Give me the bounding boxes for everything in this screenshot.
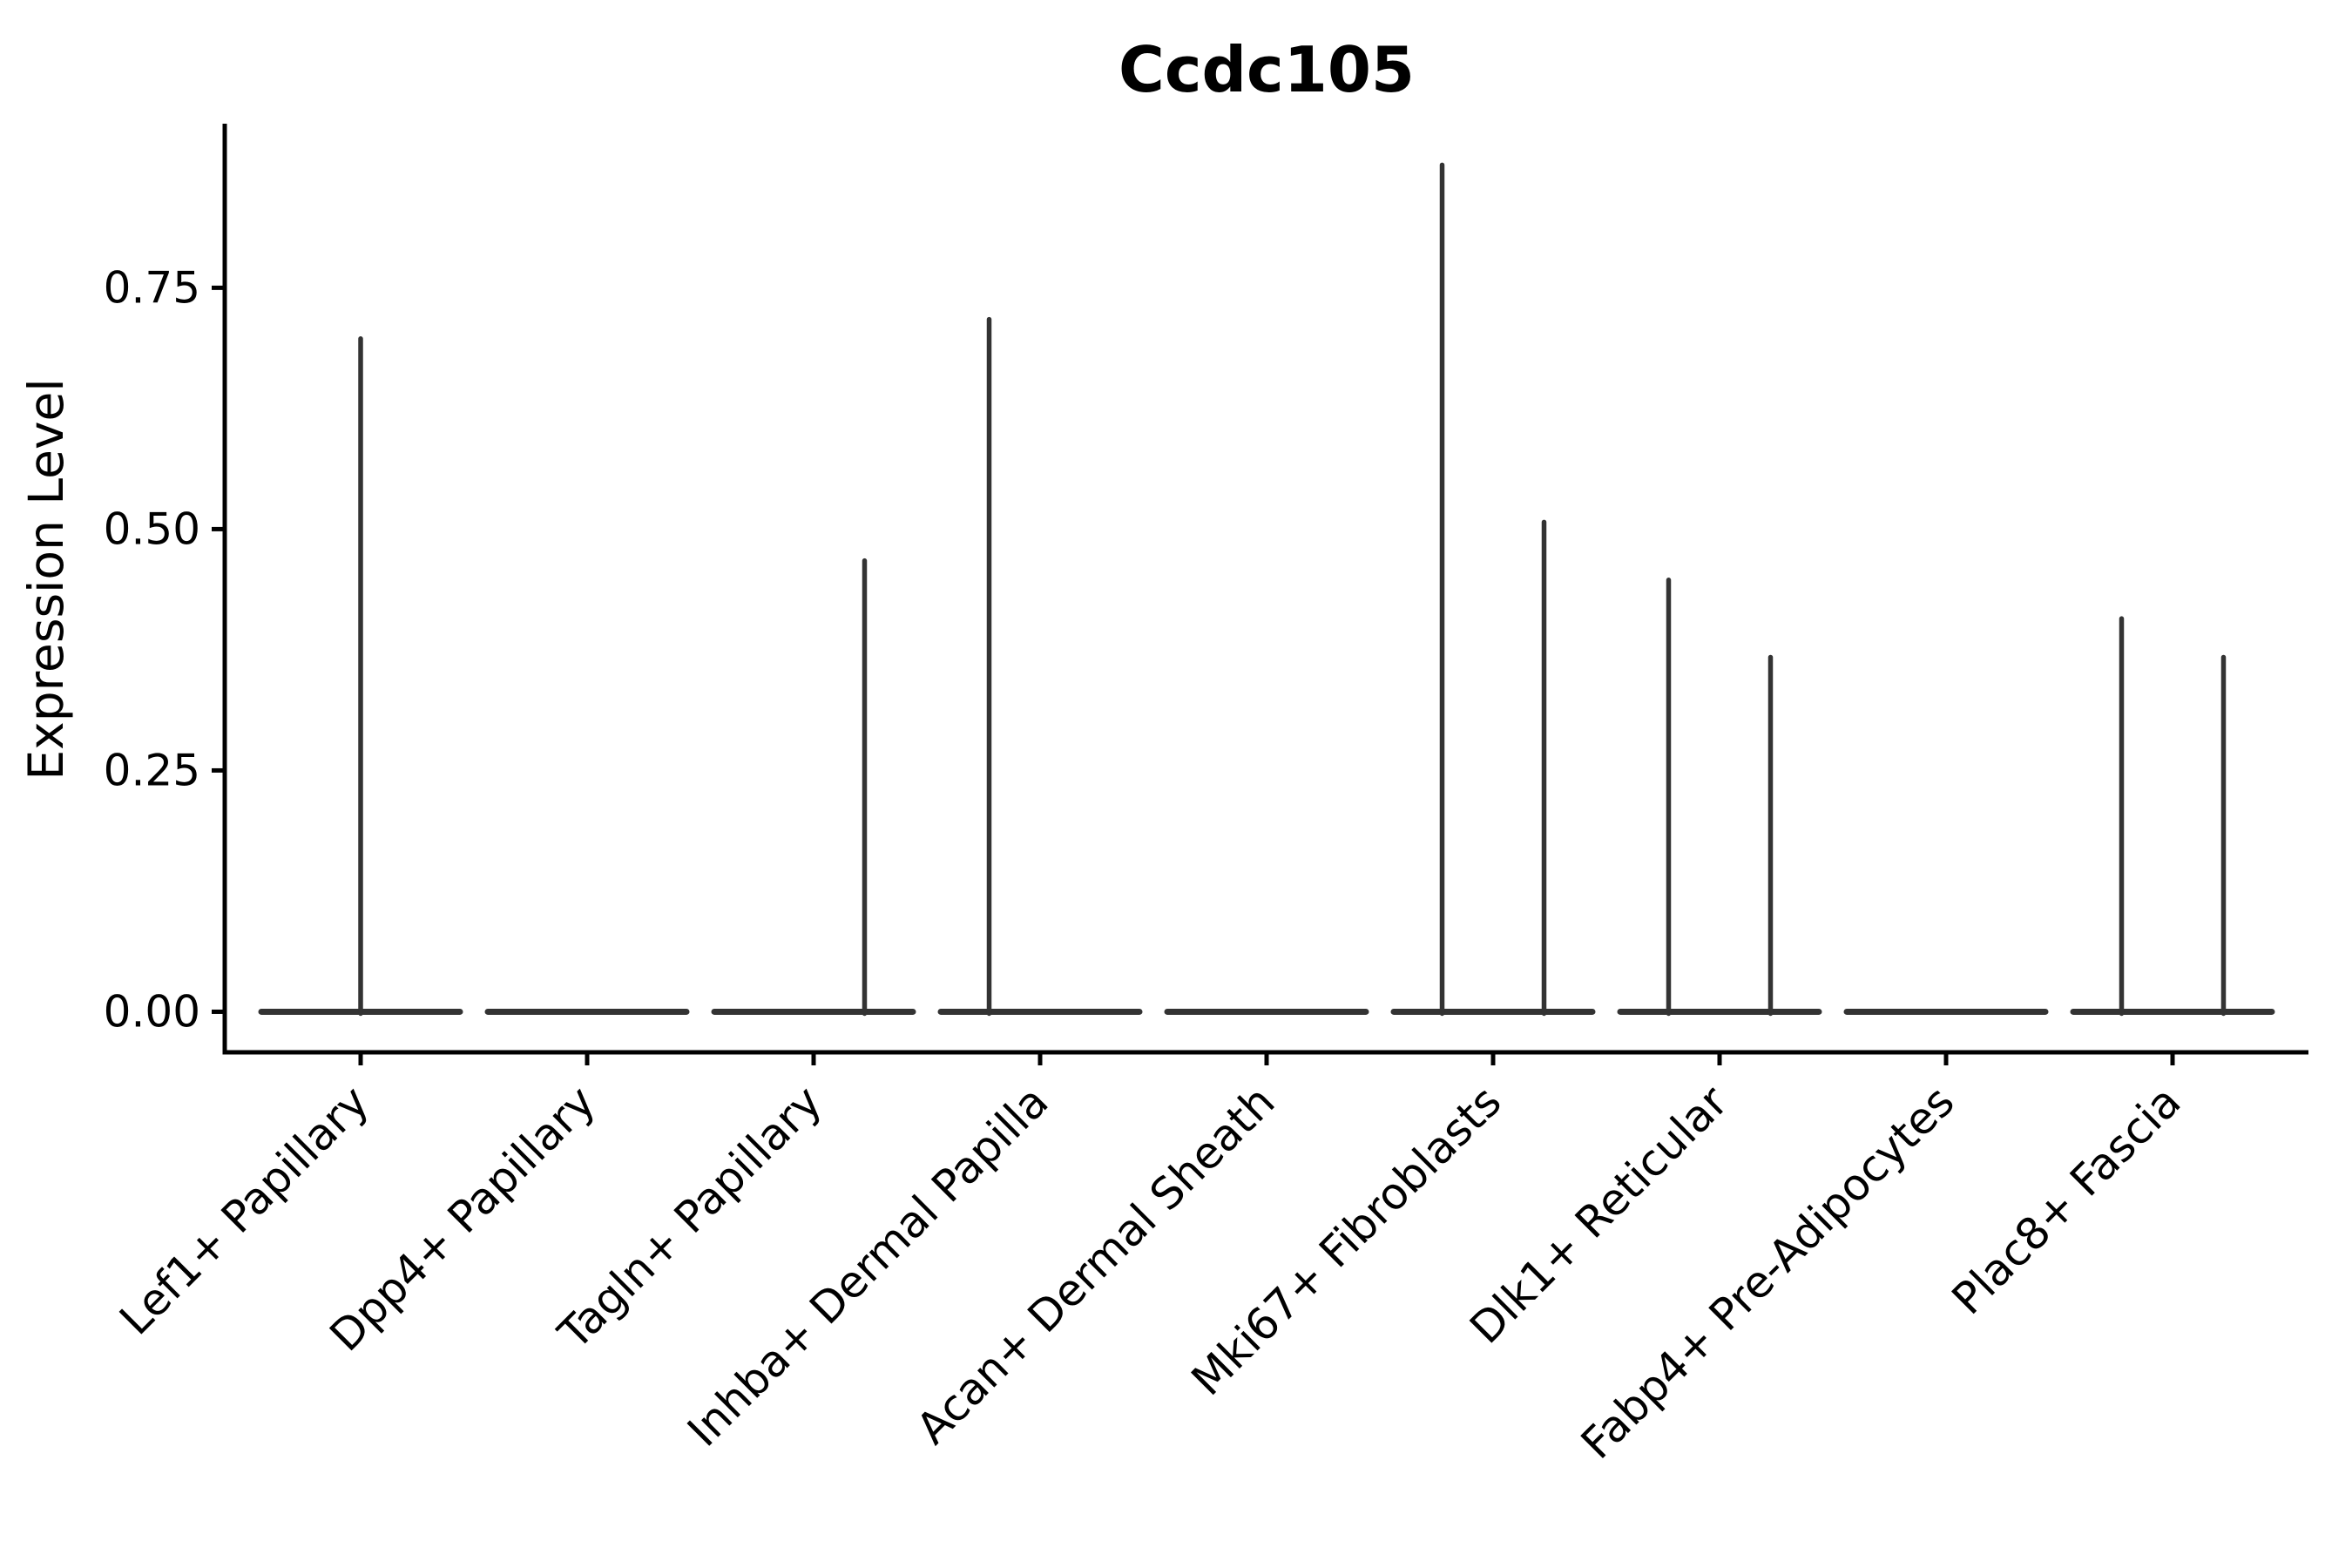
y-tick-label: 0.50 [104, 504, 200, 554]
plot-title: Ccdc105 [1119, 33, 1415, 106]
violin-7 [1617, 578, 1822, 1017]
violin-6 [1390, 162, 1596, 1017]
y-tick-label: 0.25 [104, 745, 200, 795]
violins [258, 162, 2275, 1017]
x-category-label: Acan+ Dermal Sheath [907, 1076, 1285, 1454]
violin-1 [258, 336, 463, 1017]
violin-4 [937, 316, 1143, 1017]
y-tick-label: 0.00 [104, 986, 200, 1037]
x-category-label: Plac8+ Fascia [1943, 1076, 2191, 1324]
y-tick-label: 0.75 [104, 262, 200, 313]
y-axis-title: Expression Level [18, 378, 74, 780]
violin-9 [2070, 616, 2275, 1017]
x-category-label: Inhba+ Dermal Papilla [678, 1076, 1058, 1456]
violin-3 [711, 558, 916, 1017]
x-category-label: Lef1+ Papillary [110, 1076, 378, 1344]
x-category-label: Fabp4+ Pre-Adipocytes [1571, 1076, 1964, 1469]
